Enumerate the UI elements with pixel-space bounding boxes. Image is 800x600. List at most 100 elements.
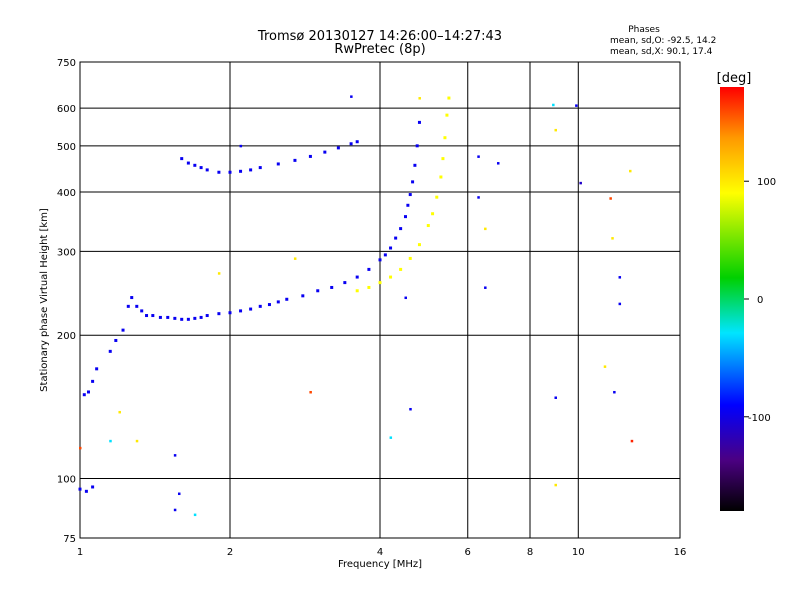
data-point xyxy=(239,169,243,173)
data-point xyxy=(135,304,139,308)
x-tick-label: 4 xyxy=(377,547,383,558)
data-point xyxy=(186,317,190,321)
data-point xyxy=(228,311,232,315)
stray-point xyxy=(173,454,177,457)
stray-point xyxy=(239,144,243,148)
data-point xyxy=(267,303,271,307)
data-point xyxy=(228,170,232,174)
data-point xyxy=(389,275,393,279)
data-point xyxy=(193,163,197,167)
data-point xyxy=(239,309,243,313)
data-point xyxy=(323,150,327,154)
stray-point xyxy=(193,513,197,517)
stray-point xyxy=(629,169,632,173)
data-point xyxy=(199,315,203,319)
stray-point xyxy=(309,390,312,394)
data-point xyxy=(249,307,253,311)
stray-point xyxy=(409,407,412,411)
data-point xyxy=(91,485,95,489)
stray-point xyxy=(389,436,393,439)
colorbar-tick-label: -100 xyxy=(748,413,771,424)
x-tick-label: 6 xyxy=(465,547,471,558)
data-point xyxy=(180,157,184,161)
stray-point xyxy=(611,237,614,240)
y-tick-label: 500 xyxy=(57,142,76,153)
data-point xyxy=(417,120,421,124)
stray-point xyxy=(404,296,407,300)
data-point xyxy=(166,315,170,319)
data-point xyxy=(316,289,320,293)
data-point xyxy=(378,281,382,285)
data-point xyxy=(408,193,412,197)
data-point xyxy=(276,300,280,304)
data-point xyxy=(276,162,280,166)
data-point xyxy=(86,390,90,394)
stray-point xyxy=(609,197,612,200)
data-point xyxy=(258,166,262,170)
data-point xyxy=(193,316,197,320)
data-point xyxy=(301,294,305,298)
stray-point xyxy=(418,97,421,100)
stray-point xyxy=(135,439,139,443)
stray-point xyxy=(484,286,487,289)
data-point xyxy=(406,203,410,207)
stray-point xyxy=(613,390,616,394)
y-tick-label: 750 xyxy=(57,58,76,69)
data-point xyxy=(443,136,447,140)
colorbar-tick-label: 0 xyxy=(757,295,763,306)
stray-point xyxy=(484,227,487,231)
data-point xyxy=(285,297,289,301)
data-point xyxy=(389,246,393,250)
data-point xyxy=(439,175,443,179)
data-point xyxy=(108,349,112,353)
stray-point xyxy=(603,365,607,368)
stray-point xyxy=(217,272,221,275)
stray-point xyxy=(552,103,555,107)
data-point xyxy=(394,236,398,240)
data-point xyxy=(180,317,184,321)
data-point xyxy=(426,224,430,228)
x-tick-label: 16 xyxy=(674,547,687,558)
data-point xyxy=(151,314,155,318)
data-point xyxy=(355,275,359,279)
y-axis-label: Stationary phase Virtual Height [km] xyxy=(39,208,50,392)
data-point xyxy=(205,314,209,318)
data-point xyxy=(445,113,449,117)
stray-point xyxy=(109,439,112,443)
colorbar-tick-label: 100 xyxy=(757,177,776,188)
data-point xyxy=(343,281,347,285)
data-point xyxy=(145,314,149,318)
data-point xyxy=(308,154,312,158)
chart-title: Tromsø 20130127 14:26:00–14:27:43 xyxy=(257,29,502,44)
data-point xyxy=(173,316,177,320)
data-point xyxy=(186,161,190,165)
data-point xyxy=(378,258,382,262)
data-point xyxy=(84,489,88,493)
data-point xyxy=(95,367,99,371)
data-point xyxy=(435,195,439,199)
data-point xyxy=(205,168,209,172)
colorbar-ticks: 100 0 -100 xyxy=(744,177,776,424)
stray-point xyxy=(477,196,480,199)
stats-heading: Phases xyxy=(628,25,660,35)
data-point xyxy=(367,267,371,271)
stray-point xyxy=(618,302,622,306)
stray-point xyxy=(477,155,480,158)
data-point xyxy=(126,304,130,308)
stray-point xyxy=(579,181,582,185)
stray-point xyxy=(618,276,622,279)
data-point xyxy=(140,309,144,313)
data-point xyxy=(158,315,162,319)
colorbar xyxy=(720,87,744,511)
data-point xyxy=(199,166,203,170)
data-point xyxy=(431,212,435,216)
data-point xyxy=(399,267,403,271)
stray-point xyxy=(496,162,500,165)
data-point xyxy=(355,289,359,293)
x-axis-label: Frequency [MHz] xyxy=(338,559,422,570)
stray-point xyxy=(630,439,634,443)
data-point xyxy=(121,328,125,332)
data-point xyxy=(349,142,353,146)
data-point xyxy=(217,312,221,316)
